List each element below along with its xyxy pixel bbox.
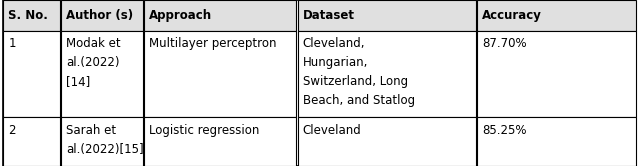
Text: Sarah et
al.(2022)[15]: Sarah et al.(2022)[15] [66,124,143,156]
Text: Dataset: Dataset [303,9,355,22]
Text: 85.25%: 85.25% [482,124,527,137]
Bar [477,31,636,117]
Text: S. No.: S. No. [8,9,48,22]
Bar [3,117,60,166]
Bar [61,31,143,117]
Text: 1: 1 [8,37,16,50]
Text: Approach: Approach [149,9,212,22]
Text: Cleveland,
Hungarian,
Switzerland, Long
Beach, and Statlog: Cleveland, Hungarian, Switzerland, Long … [303,37,415,107]
Bar [477,0,636,31]
Bar [144,31,296,117]
Bar [3,31,60,117]
Bar [298,0,476,31]
Text: Author (s): Author (s) [66,9,133,22]
Text: Modak et
al.(2022)
[14]: Modak et al.(2022) [14] [66,37,120,88]
Bar [3,0,60,31]
Text: Logistic regression: Logistic regression [149,124,259,137]
Bar [298,117,476,166]
Text: Multilayer perceptron: Multilayer perceptron [149,37,276,50]
Bar [144,117,296,166]
Bar [61,117,143,166]
Bar [144,0,296,31]
Bar [61,0,143,31]
Text: Cleveland: Cleveland [303,124,362,137]
Text: Accuracy: Accuracy [482,9,542,22]
Bar [477,117,636,166]
Bar [298,31,476,117]
Text: 87.70%: 87.70% [482,37,527,50]
Text: 2: 2 [8,124,16,137]
